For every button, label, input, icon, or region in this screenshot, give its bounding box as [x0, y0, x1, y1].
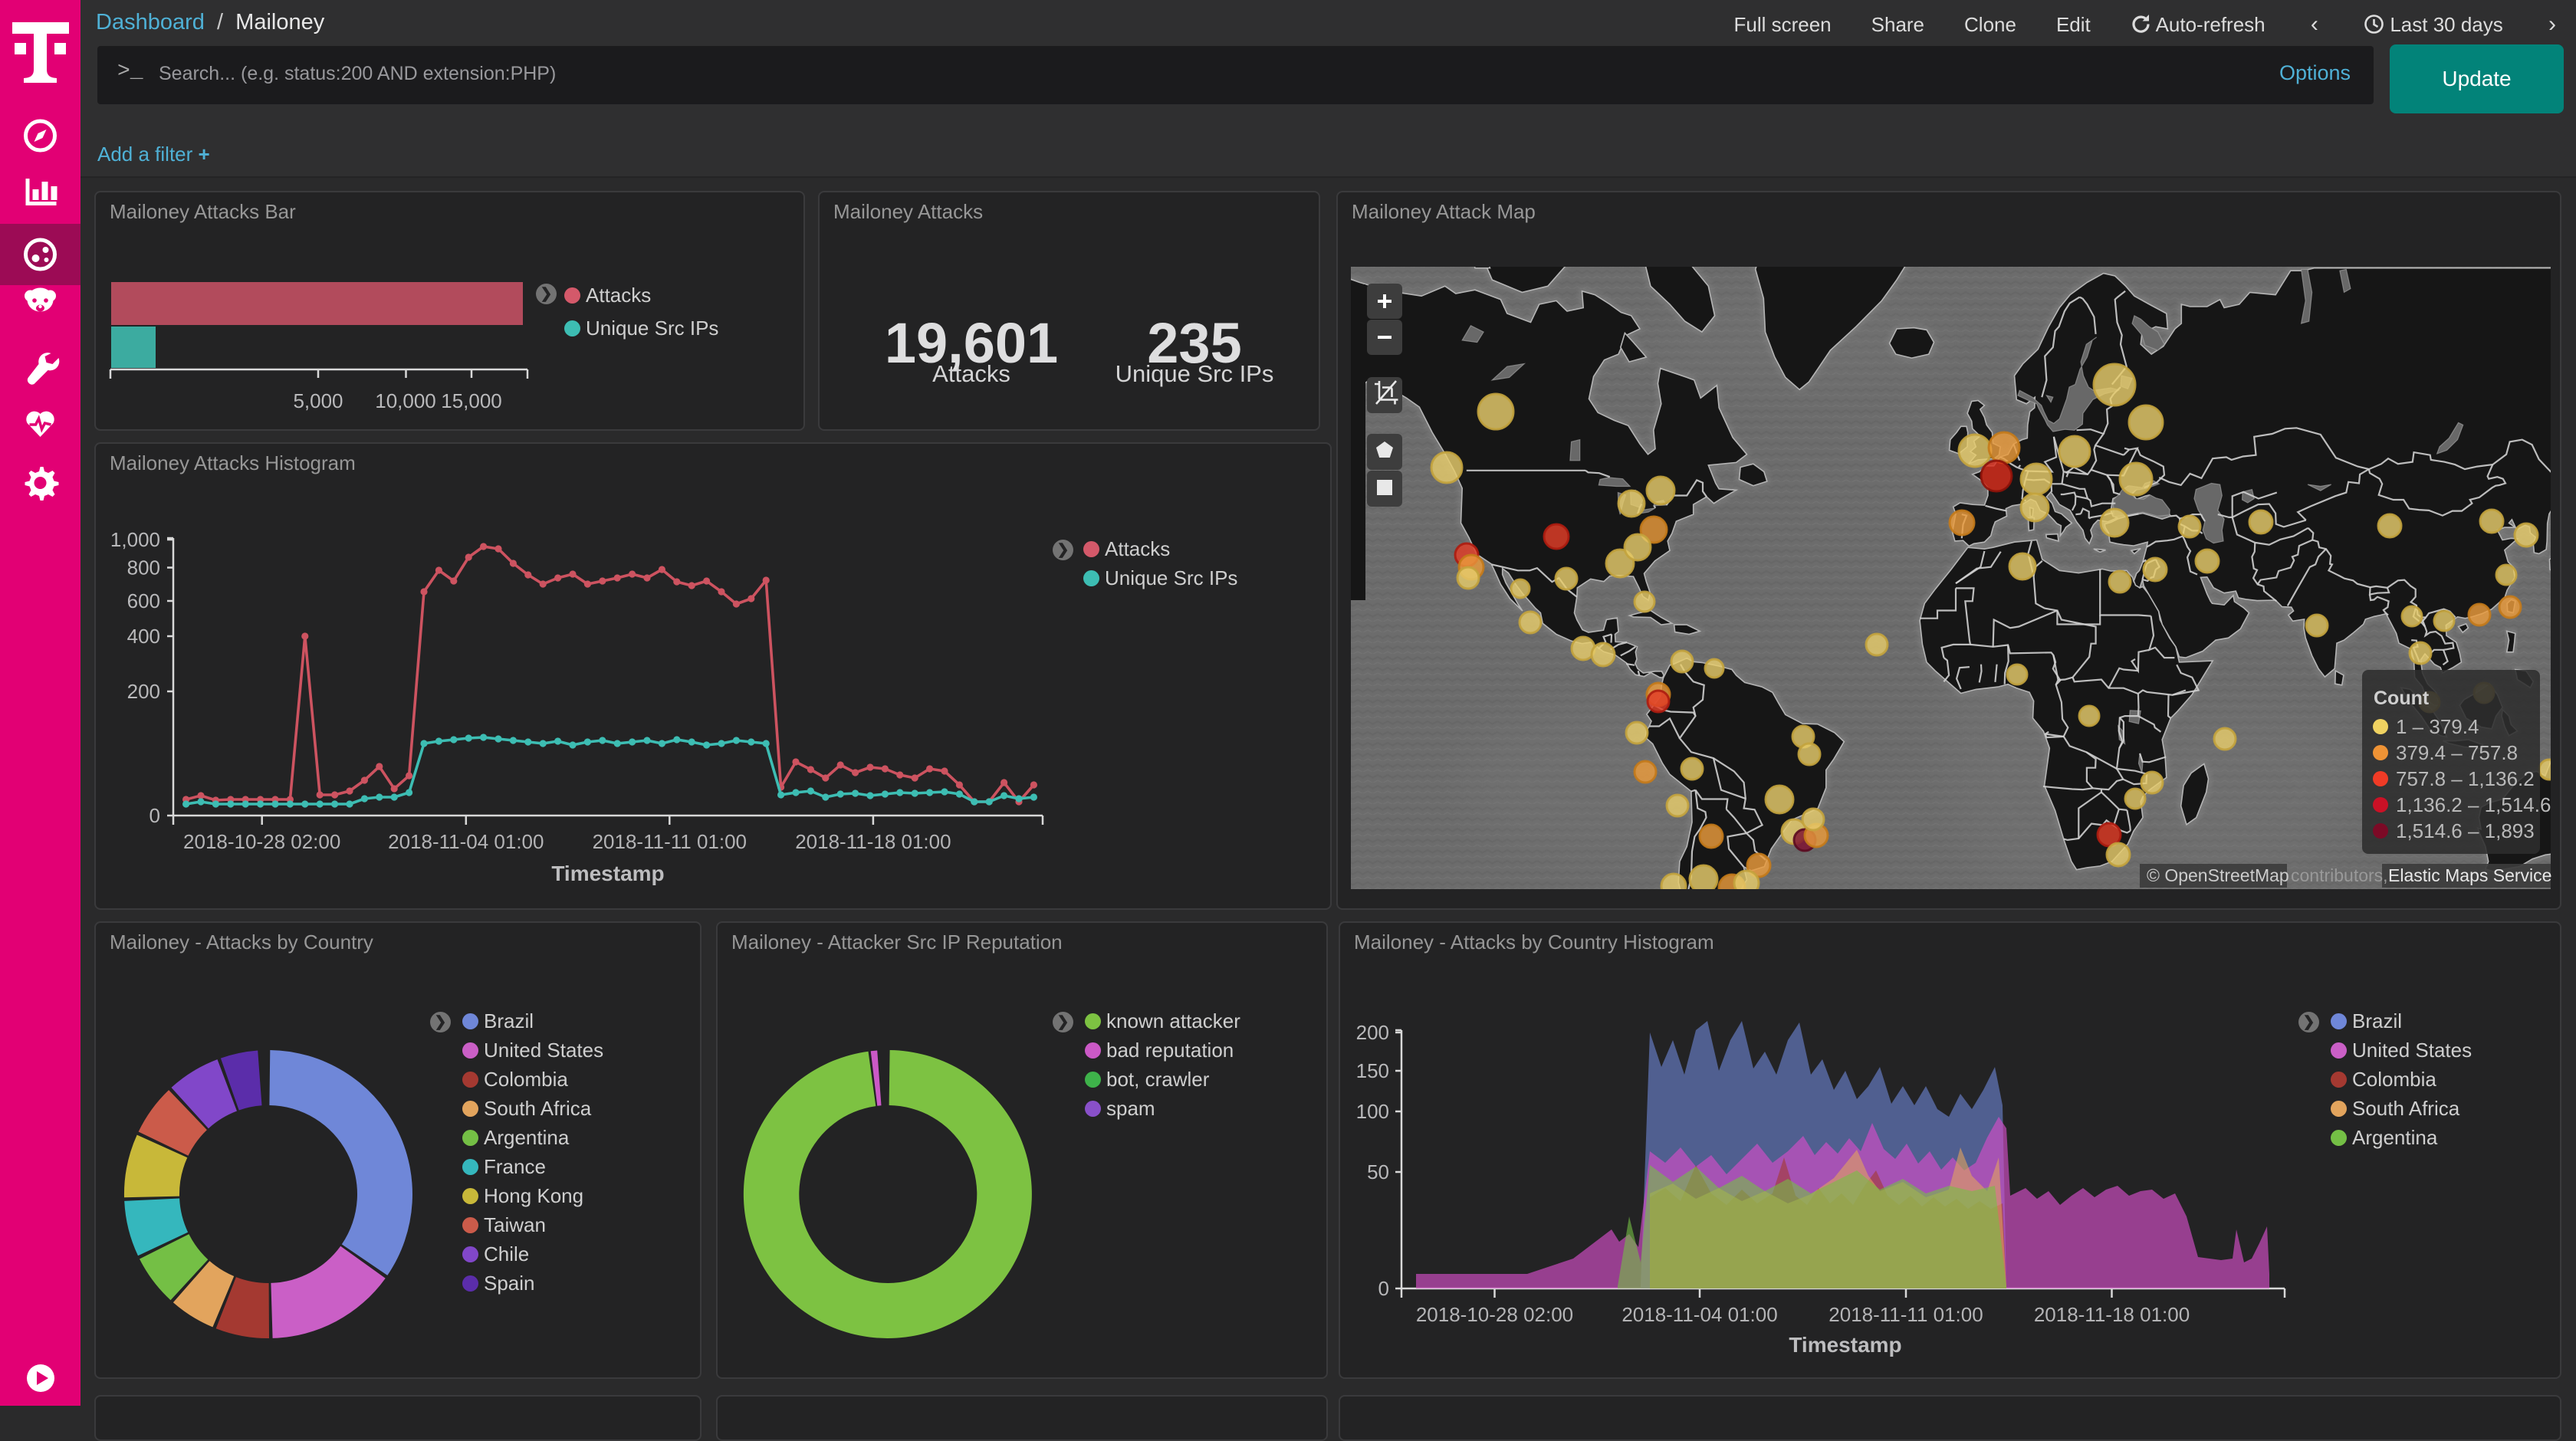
svg-text:100: 100 — [1356, 1100, 1389, 1123]
svg-text:2018-10-28 02:00: 2018-10-28 02:00 — [183, 830, 340, 853]
svg-text:Elastic Maps Service: Elastic Maps Service — [2388, 865, 2551, 885]
svg-text:2018-11-04 01:00: 2018-11-04 01:00 — [388, 830, 544, 853]
svg-text:15,000: 15,000 — [441, 389, 502, 412]
svg-text:2018-11-11 01:00: 2018-11-11 01:00 — [593, 830, 747, 853]
svg-text:2018-11-18 01:00: 2018-11-18 01:00 — [2034, 1303, 2190, 1326]
svg-text:800: 800 — [127, 556, 160, 579]
svg-text:400: 400 — [127, 625, 160, 648]
svg-text:200: 200 — [1356, 1021, 1389, 1044]
svg-text:600: 600 — [127, 589, 160, 612]
svg-text:© OpenStreetMap: © OpenStreetMap — [2147, 865, 2289, 885]
svg-text:200: 200 — [127, 680, 160, 703]
svg-text:150: 150 — [1356, 1059, 1389, 1082]
svg-text:Timestamp: Timestamp — [551, 862, 664, 885]
svg-text:5,000: 5,000 — [293, 389, 343, 412]
svg-text:2018-10-28 02:00: 2018-10-28 02:00 — [1416, 1303, 1573, 1326]
svg-text:1,136.2 – 1,514.6: 1,136.2 – 1,514.6 — [2396, 793, 2551, 816]
svg-text:379.4 – 757.8: 379.4 – 757.8 — [2396, 741, 2518, 764]
svg-text:2018-11-04 01:00: 2018-11-04 01:00 — [1622, 1303, 1777, 1326]
svg-text:2018-11-11 01:00: 2018-11-11 01:00 — [1829, 1303, 1983, 1326]
svg-text:0: 0 — [150, 804, 160, 827]
svg-text:50: 50 — [1367, 1160, 1389, 1183]
svg-text:1,514.6 – 1,893: 1,514.6 – 1,893 — [2396, 819, 2535, 842]
svg-text:contributors,: contributors, — [2291, 865, 2388, 885]
svg-text:2018-11-18 01:00: 2018-11-18 01:00 — [795, 830, 951, 853]
svg-text:757.8 – 1,136.2: 757.8 – 1,136.2 — [2396, 767, 2535, 790]
svg-text:1 – 379.4: 1 – 379.4 — [2396, 715, 2479, 738]
svg-text:Count: Count — [2374, 688, 2430, 709]
svg-text:Timestamp: Timestamp — [1789, 1333, 1901, 1357]
svg-text:0: 0 — [1378, 1277, 1389, 1300]
svg-text:1,000: 1,000 — [110, 528, 160, 551]
svg-text:10,000: 10,000 — [375, 389, 436, 412]
